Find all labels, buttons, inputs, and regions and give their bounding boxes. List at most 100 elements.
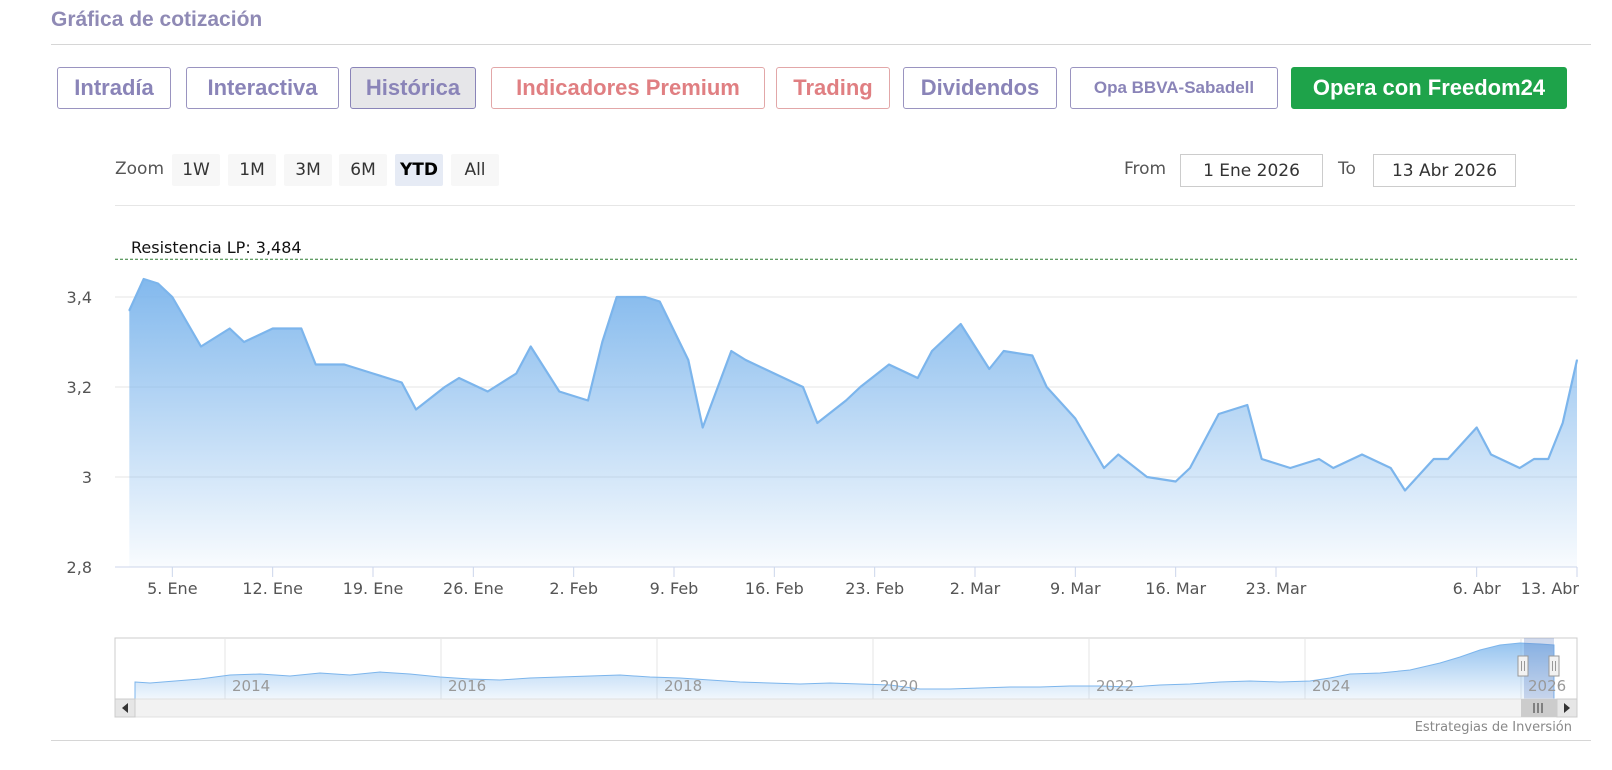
resistance-label: Resistencia LP: 3,484 [131, 238, 302, 257]
x-axis-ticks: 5. Ene 12. Ene 19. Ene 26. Ene 2. Feb 9. Feb 1… [147, 567, 1579, 598]
data-point [142, 278, 145, 280]
data-point [271, 327, 274, 330]
data-point [1146, 476, 1148, 478]
data-point [1074, 417, 1077, 420]
tab-dividendos[interactable]: Dividendos [903, 67, 1057, 109]
navigator-left-handle[interactable] [1517, 655, 1529, 677]
scrollbar[interactable] [114, 698, 1578, 718]
data-point [243, 341, 245, 343]
section-title: Gráfica de cotización [51, 8, 263, 31]
data-point [1361, 453, 1363, 456]
data-point [644, 296, 647, 298]
data-point [888, 363, 890, 366]
tab-interactiva[interactable]: Interactiva [186, 67, 339, 109]
data-point [859, 386, 862, 388]
tab-trading[interactable]: Trading [776, 67, 890, 109]
navigator-year-label: 2018 [664, 677, 702, 695]
data-point [1475, 426, 1478, 429]
range-to-label: To [1338, 159, 1356, 179]
data-point [1432, 458, 1435, 460]
x-tick-label: 13. Abr [1521, 579, 1580, 598]
x-tick-label: 23. Feb [845, 579, 904, 598]
data-point [988, 368, 991, 370]
data-point [400, 381, 403, 384]
zoom-label: Zoom [115, 159, 165, 179]
data-point [1217, 413, 1220, 415]
navigator-right-handle[interactable] [1548, 655, 1560, 677]
data-point [1561, 422, 1564, 424]
data-point [587, 399, 589, 402]
opera-freedom24-button[interactable]: Opera con Freedom24 [1291, 67, 1567, 109]
data-point [1318, 458, 1320, 460]
chart-tabs: Intradía Interactiva Histórica Indicador… [57, 67, 1577, 111]
zoom-1m-button[interactable]: 1M [228, 154, 276, 186]
tab-intradia[interactable]: Intradía [57, 67, 171, 109]
data-point [1260, 458, 1263, 460]
data-point [343, 363, 346, 366]
bottom-divider [51, 740, 1591, 741]
data-point [1289, 467, 1292, 469]
data-point [443, 386, 446, 388]
zoom-6m-button[interactable]: 6M [339, 154, 387, 186]
navigator-year-label: 2026 [1528, 677, 1566, 695]
data-point [558, 390, 561, 393]
x-tick-label: 9. Mar [1050, 579, 1101, 598]
data-point [128, 309, 131, 312]
scrollbar-track[interactable] [114, 698, 1578, 718]
data-point [1389, 467, 1392, 469]
range-from-label: From [1124, 159, 1167, 179]
toolbar-divider [115, 205, 1575, 206]
data-point [1576, 359, 1578, 361]
navigator-year-labels: 2014 2016 2018 2020 2022 2024 2026 [232, 677, 1566, 695]
chart-credit[interactable]: Estrategias de Inversión [1414, 720, 1572, 735]
x-tick-label: 2. Mar [950, 579, 1001, 598]
data-point [701, 426, 704, 429]
data-point [1332, 467, 1335, 469]
zoom-1w-button[interactable]: 1W [172, 154, 220, 186]
data-point [1002, 350, 1005, 352]
range-to-input[interactable]: 13 Abr 2026 [1373, 154, 1516, 187]
data-point [802, 386, 804, 388]
y-tick-label: 2,8 [67, 558, 92, 577]
data-point [959, 323, 962, 325]
x-tick-label: 2. Feb [549, 579, 598, 598]
x-tick-label: 23. Mar [1246, 579, 1307, 598]
zoom-all-button[interactable]: All [451, 154, 499, 186]
range-from-input[interactable]: 1 Ene 2026 [1180, 154, 1323, 187]
data-point [816, 422, 819, 424]
data-point [157, 282, 159, 285]
navigator-year-label: 2020 [880, 677, 918, 695]
data-point [200, 345, 202, 348]
tab-opa-bbva-sabadell[interactable]: Opa BBVA-Sabadell [1070, 67, 1278, 109]
price-line [128, 277, 1579, 492]
data-point [1404, 489, 1406, 492]
zoom-3m-button[interactable]: 3M [284, 154, 332, 186]
data-point [658, 300, 661, 303]
price-area [129, 279, 1577, 567]
y-tick-label: 3 [82, 468, 92, 487]
data-point [601, 341, 604, 343]
tab-historica[interactable]: Histórica [350, 67, 476, 109]
data-point [1031, 354, 1034, 357]
data-point [515, 372, 518, 375]
data-point [1246, 404, 1249, 406]
data-point [1547, 458, 1550, 460]
data-point [916, 377, 919, 379]
zoom-ytd-button[interactable]: YTD [395, 154, 443, 186]
scrollbar-thumb[interactable] [1521, 699, 1557, 717]
navigator[interactable]: 2014 2016 2018 2020 2022 2024 2026 [114, 637, 1578, 700]
data-point [931, 350, 933, 352]
data-point [615, 296, 618, 298]
data-point [1117, 453, 1120, 456]
data-point [1518, 467, 1521, 469]
data-points [128, 278, 1578, 492]
data-point [773, 372, 776, 375]
y-tick-label: 3,4 [67, 288, 92, 307]
tab-indicadores-premium[interactable]: Indicadores Premium [491, 67, 765, 109]
data-point [687, 359, 690, 361]
data-point [1490, 453, 1492, 456]
navigator-year-label: 2014 [232, 677, 270, 695]
x-tick-label: 5. Ene [147, 579, 197, 598]
data-point [1103, 467, 1105, 469]
